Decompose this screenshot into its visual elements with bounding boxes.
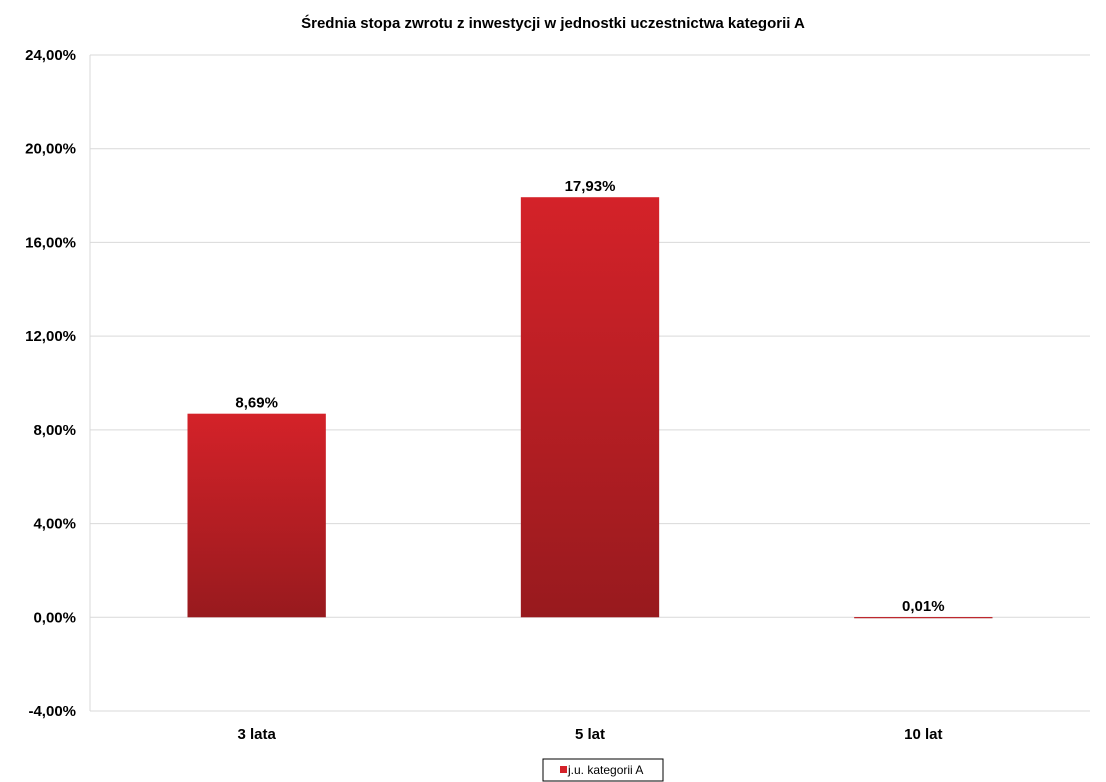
chart-title: Średnia stopa zwrotu z inwestycji w jedn… <box>301 14 805 32</box>
bar <box>187 413 326 618</box>
legend: j.u. kategorii A <box>542 758 664 782</box>
y-tick-label: -4,00% <box>28 703 76 720</box>
data-label: 8,69% <box>235 395 278 412</box>
x-tick-label: 5 lat <box>575 726 605 743</box>
y-tick-label: 20,00% <box>25 141 76 158</box>
y-tick-label: 24,00% <box>25 47 76 64</box>
y-tick-label: 16,00% <box>25 234 76 251</box>
legend-label: j.u. kategorii A <box>567 763 643 777</box>
x-tick-label: 3 lata <box>237 726 276 743</box>
y-tick-label: 12,00% <box>25 328 76 345</box>
y-tick-label: 4,00% <box>33 516 76 533</box>
bar <box>854 617 993 619</box>
y-tick-label: 0,00% <box>33 609 76 626</box>
legend-swatch <box>560 766 567 773</box>
legend-box <box>542 758 664 782</box>
x-tick-label: 10 lat <box>904 726 942 743</box>
data-label: 0,01% <box>902 598 945 615</box>
bar <box>520 197 660 618</box>
data-label: 17,93% <box>565 178 616 195</box>
y-tick-label: 8,00% <box>33 422 76 439</box>
